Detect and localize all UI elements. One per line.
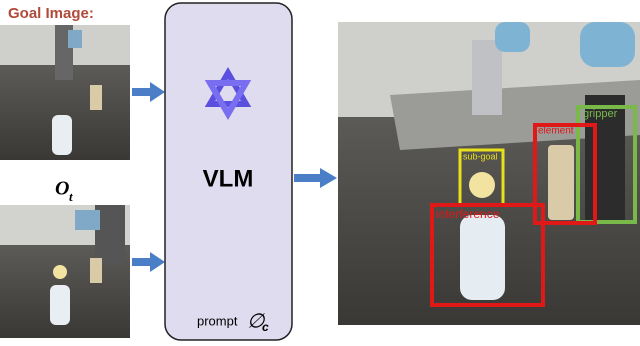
goal-image-label: Goal Image: (8, 5, 94, 22)
vlm-logo (204, 67, 252, 120)
prompt-symbol: ∅ (247, 310, 266, 332)
vlm-label: VLM (203, 165, 254, 192)
observation-subscript: t (69, 189, 73, 204)
prompt-label: prompt (197, 313, 238, 328)
observation-symbol: O (55, 178, 69, 200)
observation-image (0, 205, 130, 338)
vlm-box (164, 2, 293, 341)
element-box (533, 123, 597, 225)
gripper-box (576, 105, 637, 224)
prompt-subscript: c (262, 320, 269, 334)
arrows (132, 82, 337, 272)
interference-box (430, 203, 545, 307)
gripper-label: gripper (583, 108, 618, 120)
element-label: element (538, 126, 574, 137)
goal-image (0, 25, 130, 160)
interference-label: interference (436, 207, 500, 221)
output-image (338, 22, 640, 325)
sub-goal-label: sub-goal (463, 151, 498, 161)
